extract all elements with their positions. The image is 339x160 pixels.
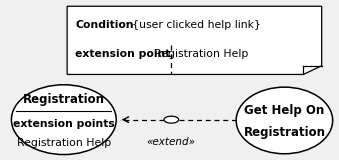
Text: extension points: extension points	[13, 119, 115, 129]
Text: «extend»: «extend»	[147, 137, 196, 147]
Text: : Registration Help: : Registration Help	[147, 49, 248, 59]
Text: Get Help On: Get Help On	[244, 104, 324, 117]
Text: Registration: Registration	[243, 126, 325, 139]
Polygon shape	[67, 6, 322, 74]
Circle shape	[164, 116, 179, 123]
Ellipse shape	[236, 87, 333, 154]
Text: Registration: Registration	[23, 92, 105, 106]
Text: Condition: Condition	[76, 20, 134, 30]
Text: Registration Help: Registration Help	[17, 138, 111, 148]
Text: : {user clicked help link}: : {user clicked help link}	[125, 20, 261, 30]
Ellipse shape	[12, 85, 116, 155]
Text: extension point: extension point	[76, 49, 171, 59]
